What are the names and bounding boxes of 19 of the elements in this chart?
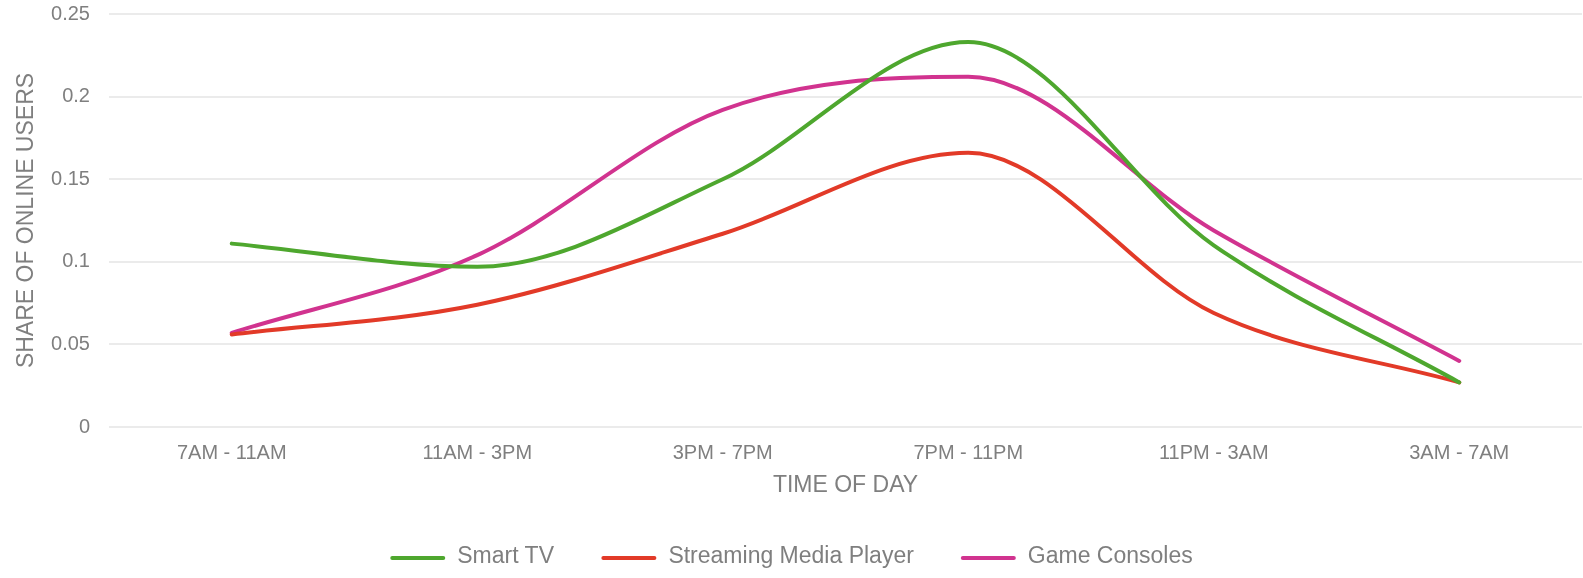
x-tick-label: 3PM - 7PM: [672, 440, 773, 463]
x-tick-label: 11PM - 3AM: [1158, 440, 1269, 463]
x-tick-label: 7AM - 11AM: [176, 440, 287, 463]
legend-label: Smart TV: [457, 542, 555, 569]
y-tick-label: 0.15: [51, 166, 90, 189]
legend-label: Game Consoles: [1027, 542, 1193, 569]
y-tick-label: 0: [78, 414, 90, 437]
legend-label: Streaming Media Player: [668, 542, 915, 569]
y-tick-label: 0.05: [51, 331, 90, 354]
y-tick-label: 0.1: [62, 249, 90, 272]
y-tick-label: 0.2: [62, 84, 90, 107]
x-tick-label: 11AM - 3PM: [422, 440, 533, 463]
y-tick-label: 0.25: [51, 1, 90, 24]
line-series: [229, 40, 1462, 385]
y-axis-title: SHARE OF ONLINE USERS: [12, 72, 39, 369]
x-axis-title: TIME OF DAY: [772, 470, 919, 497]
line-series: [229, 74, 1462, 363]
x-tick-label: 7PM - 11PM: [913, 440, 1024, 463]
x-tick-label: 3AM - 7AM: [1409, 440, 1510, 463]
